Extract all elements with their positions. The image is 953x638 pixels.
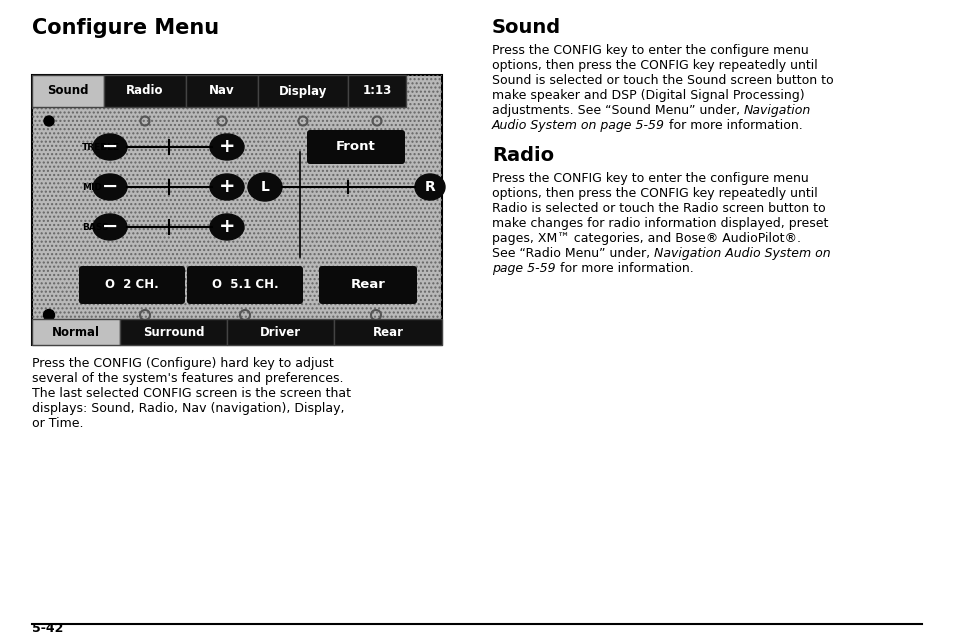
Text: See “Radio Menu” under,: See “Radio Menu” under, — [492, 247, 654, 260]
Text: options, then press the CONFIG key repeatedly until: options, then press the CONFIG key repea… — [492, 187, 817, 200]
FancyBboxPatch shape — [318, 266, 416, 304]
Bar — [334, 319, 441, 345]
Text: −: − — [102, 216, 118, 235]
FancyBboxPatch shape — [79, 266, 185, 304]
Text: −: − — [102, 177, 118, 195]
Text: several of the system's features and preferences.: several of the system's features and pre… — [32, 372, 343, 385]
Ellipse shape — [92, 134, 127, 160]
Text: O  2 CH.: O 2 CH. — [105, 279, 159, 292]
Bar — [32, 75, 104, 107]
Text: Nav: Nav — [209, 84, 234, 98]
Text: Display: Display — [278, 84, 327, 98]
Text: Rear: Rear — [372, 325, 403, 339]
Bar — [186, 75, 257, 107]
FancyBboxPatch shape — [307, 130, 405, 164]
Ellipse shape — [210, 134, 244, 160]
Text: Sound: Sound — [492, 18, 560, 37]
Ellipse shape — [415, 174, 444, 200]
Text: L: L — [260, 180, 269, 194]
Circle shape — [44, 116, 54, 126]
Text: R: R — [424, 180, 435, 194]
Text: pages, XM™ categories, and Bose® AudioPilot®.: pages, XM™ categories, and Bose® AudioPi… — [492, 232, 801, 245]
Text: Driver: Driver — [259, 325, 301, 339]
Text: page 5-59: page 5-59 — [492, 262, 555, 275]
Text: Audio System on page 5-59: Audio System on page 5-59 — [492, 119, 664, 132]
Text: Press the CONFIG key to enter the configure menu: Press the CONFIG key to enter the config… — [492, 44, 808, 57]
Text: −: − — [102, 137, 118, 156]
Text: Press the CONFIG (Configure) hard key to adjust: Press the CONFIG (Configure) hard key to… — [32, 357, 334, 370]
Text: MID: MID — [82, 182, 102, 191]
Text: The last selected CONFIG screen is the screen that: The last selected CONFIG screen is the s… — [32, 387, 351, 400]
Text: Radio is selected or touch the Radio screen button to: Radio is selected or touch the Radio scr… — [492, 202, 824, 215]
Text: Sound: Sound — [48, 84, 89, 98]
Bar — [104, 75, 186, 107]
Text: BASS: BASS — [82, 223, 109, 232]
Text: adjustments. See “Sound Menu” under,: adjustments. See “Sound Menu” under, — [492, 104, 743, 117]
Bar — [32, 75, 441, 345]
Text: 5-42: 5-42 — [32, 622, 63, 635]
Ellipse shape — [210, 174, 244, 200]
Bar — [32, 319, 120, 345]
Text: O  5.1 CH.: O 5.1 CH. — [212, 279, 278, 292]
Text: for more information.: for more information. — [664, 119, 801, 132]
Text: Sound is selected or touch the Sound screen button to: Sound is selected or touch the Sound scr… — [492, 74, 833, 87]
Text: Press the CONFIG key to enter the configure menu: Press the CONFIG key to enter the config… — [492, 172, 808, 185]
Ellipse shape — [92, 214, 127, 240]
Bar — [120, 319, 227, 345]
Text: +: + — [218, 177, 235, 195]
Text: displays: Sound, Radio, Nav (navigation), Display,: displays: Sound, Radio, Nav (navigation)… — [32, 402, 344, 415]
Text: Surround: Surround — [143, 325, 204, 339]
Text: Normal: Normal — [52, 325, 100, 339]
Text: Navigation Audio System on: Navigation Audio System on — [654, 247, 830, 260]
Text: Front: Front — [335, 140, 375, 154]
Text: or Time.: or Time. — [32, 417, 84, 430]
Text: Navigation: Navigation — [743, 104, 810, 117]
FancyBboxPatch shape — [187, 266, 303, 304]
Text: Radio: Radio — [126, 84, 164, 98]
Text: TREBLE: TREBLE — [82, 142, 120, 151]
Ellipse shape — [210, 214, 244, 240]
Text: Radio: Radio — [492, 146, 554, 165]
Text: options, then press the CONFIG key repeatedly until: options, then press the CONFIG key repea… — [492, 59, 817, 72]
Text: make changes for radio information displayed, preset: make changes for radio information displ… — [492, 217, 827, 230]
Text: +: + — [218, 137, 235, 156]
Ellipse shape — [248, 173, 282, 201]
Text: Configure Menu: Configure Menu — [32, 18, 219, 38]
Bar — [348, 75, 406, 107]
Bar — [32, 75, 441, 345]
Text: Rear: Rear — [350, 279, 385, 292]
Bar — [227, 319, 334, 345]
Circle shape — [44, 309, 54, 320]
Text: +: + — [218, 216, 235, 235]
Ellipse shape — [92, 174, 127, 200]
Text: 1:13: 1:13 — [362, 84, 392, 98]
Text: make speaker and DSP (Digital Signal Processing): make speaker and DSP (Digital Signal Pro… — [492, 89, 803, 102]
Text: for more information.: for more information. — [555, 262, 693, 275]
Bar — [257, 75, 348, 107]
